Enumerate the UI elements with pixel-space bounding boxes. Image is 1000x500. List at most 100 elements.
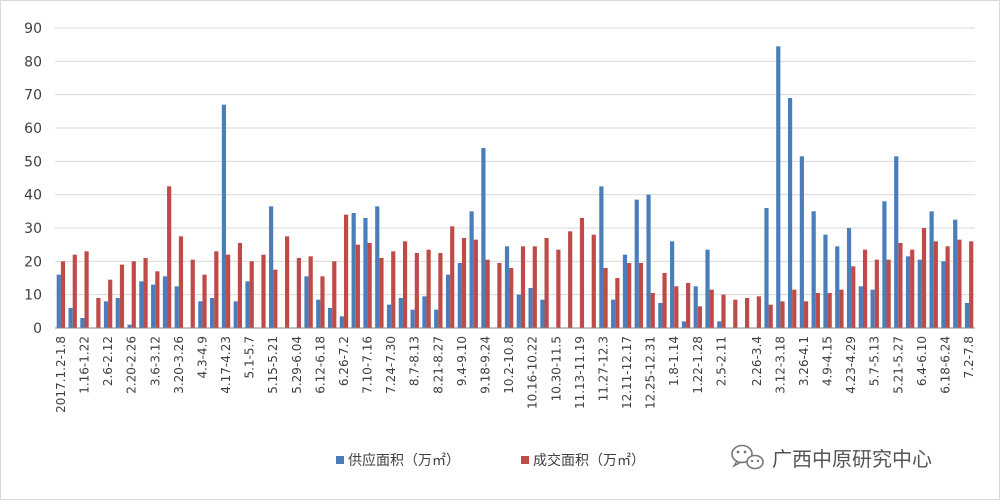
bar-transaction (674, 286, 679, 328)
x-tick-label: 3.26-4.1 (797, 336, 811, 386)
bar-transaction (579, 218, 585, 328)
bar-supply (504, 246, 510, 328)
bar-supply (799, 156, 804, 328)
y-tick-label: 0 (33, 321, 42, 337)
x-tick-label: 4.17-4.23 (219, 336, 233, 394)
bar-supply (103, 301, 109, 328)
x-tick-label: 11.13-11.19 (573, 336, 587, 409)
y-tick-label: 20 (24, 254, 42, 270)
x-tick-label: 3.12-3.18 (773, 336, 787, 394)
x-tick-label: 8.21-8.27 (431, 336, 445, 394)
x-tick-label: 2.5-2.11 (714, 336, 728, 386)
bar-transaction (237, 243, 243, 328)
bar-supply (233, 301, 238, 328)
x-tick-label: 11.27-12.3 (596, 336, 610, 401)
bar-transaction (921, 228, 927, 328)
legend: 供应面积（万㎡） 成交面积（万㎡） (336, 452, 645, 469)
bar-supply (139, 281, 144, 328)
bar-supply (764, 208, 769, 328)
y-tick-label: 40 (24, 188, 42, 204)
bar-supply (457, 263, 462, 328)
bar-supply (410, 309, 415, 328)
bar-supply (693, 286, 698, 328)
bar-transaction (485, 259, 490, 328)
bar-transaction (851, 266, 856, 328)
bar-transaction (320, 276, 325, 328)
bar-supply (221, 104, 227, 328)
x-tick-label: 5.1-5.7 (243, 336, 257, 379)
bar-supply (528, 288, 533, 328)
bar-supply (599, 186, 604, 328)
x-tick-label: 9.18-9.24 (479, 336, 493, 394)
bar-transaction (143, 258, 148, 328)
x-tick-label: 8.7-8.13 (408, 336, 422, 386)
bar-supply (929, 211, 934, 328)
y-axis-ticks: 0 10 20 30 40 50 60 70 80 90 (24, 21, 42, 337)
bar-transaction (438, 253, 443, 328)
bar-transaction (756, 296, 761, 328)
x-tick-label: 7.10-7.16 (361, 336, 375, 394)
bar-supply (670, 241, 675, 328)
bar-supply (245, 281, 250, 328)
bar-transaction (745, 298, 750, 328)
x-tick-label: 7.2-7.8 (962, 336, 976, 379)
bar-supply (151, 284, 156, 328)
bar-transaction (461, 238, 467, 328)
bar-transaction (167, 186, 172, 328)
bar-supply (434, 309, 439, 328)
bar-transaction (473, 239, 478, 328)
bar-supply (953, 219, 958, 328)
bar-transaction (969, 241, 974, 328)
watermark-text: 广西中原研究中心 (772, 447, 932, 471)
bar-supply (115, 298, 120, 328)
bar-supply (127, 324, 132, 328)
bar-transaction (214, 251, 219, 328)
legend-swatch-supply (336, 456, 344, 464)
x-tick-label: 6.26-7.2 (337, 336, 351, 386)
legend-label-supply: 供应面积（万㎡） (348, 452, 460, 469)
x-tick-label: 2.6-2.12 (101, 336, 115, 386)
bar-transaction (568, 231, 573, 328)
bar-supply (445, 274, 451, 328)
bar-transaction (60, 261, 66, 328)
x-tick-label: 4.9-4.15 (821, 336, 835, 386)
bar-transaction (839, 289, 844, 328)
bar-transaction (155, 271, 160, 328)
bar-supply (210, 298, 215, 328)
x-tick-label: 9.4-9.10 (455, 336, 469, 386)
bar-transaction (721, 294, 726, 328)
wechat-icon (731, 444, 764, 470)
x-tick-label: 4.3-4.9 (195, 336, 209, 379)
x-tick-label: 6.18-6.24 (939, 336, 953, 394)
bar-transaction (131, 261, 136, 328)
bar-supply (304, 276, 309, 328)
bar-transaction (332, 261, 337, 328)
bar-supply (776, 46, 781, 328)
bar-transaction (426, 249, 431, 328)
bar-supply (56, 274, 61, 328)
bar-supply (339, 316, 344, 328)
bar-supply (316, 299, 321, 328)
y-tick-label: 10 (24, 288, 42, 304)
x-tick-label: 1.16-1.22 (77, 336, 91, 394)
gridlines (55, 27, 975, 296)
bar-transaction (662, 273, 667, 328)
y-tick-label: 50 (24, 154, 42, 170)
x-tick-label: 12.25-12.31 (644, 336, 658, 409)
legend-swatch-transaction (521, 456, 529, 464)
bar-transaction (108, 279, 113, 328)
bar-transaction (84, 251, 89, 328)
x-tick-label: 1.22-1.28 (691, 336, 705, 394)
bar-supply (386, 304, 392, 328)
bar-transaction (355, 244, 360, 328)
bar-transaction (544, 238, 549, 328)
bar-transaction (815, 293, 820, 328)
x-axis-ticks: 2017.1.2-1.8 1.16-1.22 2.6-2.12 2.20-2.26 3.… (54, 336, 976, 413)
bar-supply (894, 156, 899, 328)
bar-transaction (591, 234, 596, 328)
bar-transaction (686, 283, 691, 328)
y-tick-label: 90 (24, 21, 42, 37)
bar-transaction (285, 236, 290, 328)
bar-transaction (733, 299, 738, 328)
